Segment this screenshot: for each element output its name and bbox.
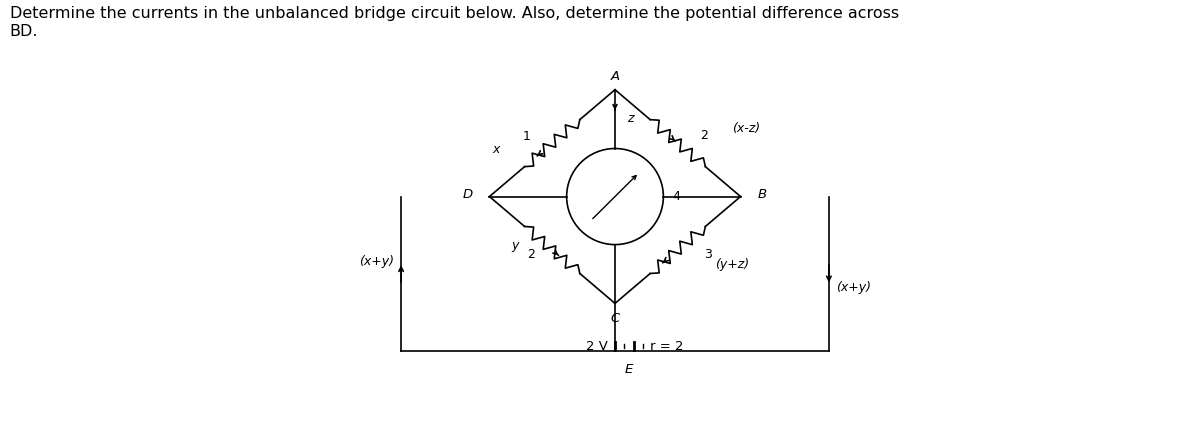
Text: r = 2: r = 2 <box>650 340 684 352</box>
Text: D: D <box>462 188 473 201</box>
Text: 1: 1 <box>522 130 530 143</box>
Text: 2: 2 <box>528 248 535 261</box>
Text: y: y <box>511 238 518 251</box>
Text: Determine the currents in the unbalanced bridge circuit below. Also, determine t: Determine the currents in the unbalanced… <box>10 6 899 39</box>
Text: B: B <box>757 188 767 201</box>
Text: (y+z): (y+z) <box>715 257 749 270</box>
Text: x: x <box>493 142 500 155</box>
Text: (x+y): (x+y) <box>836 281 871 294</box>
Text: 2 V: 2 V <box>586 340 607 352</box>
Text: 2: 2 <box>700 129 708 142</box>
Text: C: C <box>611 311 619 324</box>
Text: 3: 3 <box>704 247 712 260</box>
Text: A: A <box>611 70 619 83</box>
Text: (x+y): (x+y) <box>359 255 394 268</box>
Text: 4: 4 <box>673 190 680 203</box>
Text: (x-z): (x-z) <box>732 121 760 135</box>
Text: z: z <box>628 112 634 125</box>
Text: E: E <box>625 362 634 375</box>
